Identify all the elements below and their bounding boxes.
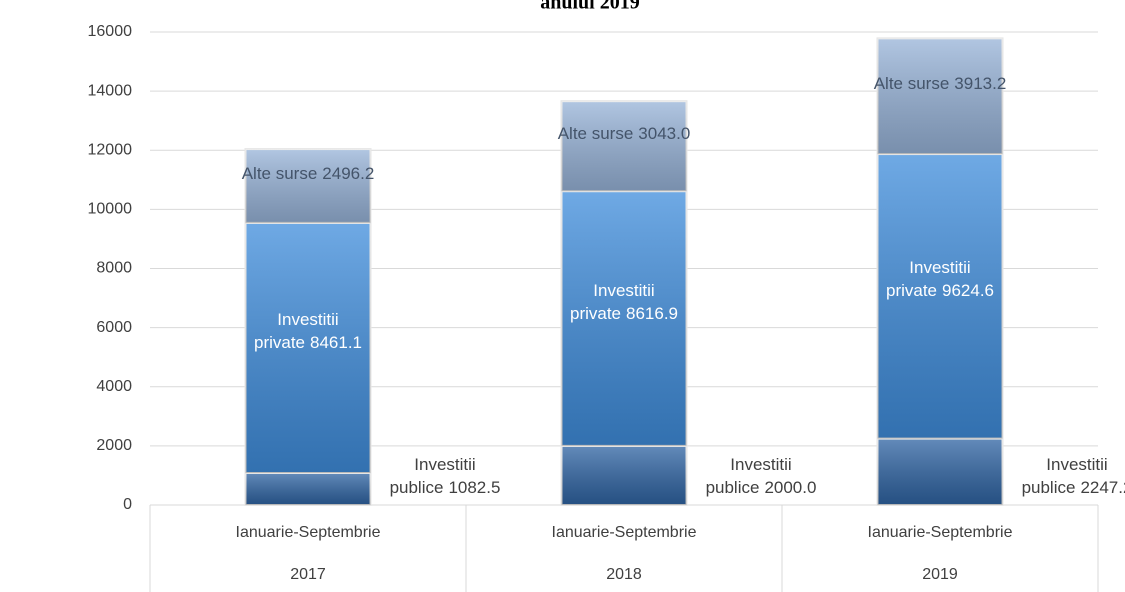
x-group-label: Ianuarie-Septembrie	[236, 524, 381, 541]
data-label-series: Investitii publice	[705, 455, 792, 497]
data-label: Investitii private 8616.9	[552, 279, 697, 325]
x-group-label: Ianuarie-Septembrie	[552, 524, 697, 541]
x-tick-label: 2019	[922, 566, 958, 583]
data-label-value: 3043.0	[638, 124, 691, 144]
bar-shade	[877, 38, 1003, 155]
data-label-value: 1082.5	[448, 478, 501, 497]
bar-shade	[245, 222, 371, 473]
data-label-series: Investitii private	[253, 309, 339, 352]
data-label: Alte surse 3043.0	[552, 122, 697, 145]
data-label: Alte surse 3913.2	[868, 72, 1013, 95]
data-label: Investitii private 9624.6	[868, 256, 1013, 302]
data-label-value: 3913.2	[954, 74, 1007, 94]
y-tick-label: 10000	[88, 201, 133, 218]
y-tick-label: 2000	[96, 437, 132, 454]
data-label-series: Investitii private	[885, 258, 971, 301]
y-tick-label: 14000	[88, 82, 133, 99]
data-label-value: 2496.2	[322, 163, 375, 183]
data-label-value: 9624.6	[942, 281, 995, 301]
y-tick-label: 6000	[96, 319, 132, 336]
x-tick-label: 2018	[606, 566, 642, 583]
data-label-series: Alte surse	[557, 124, 634, 144]
bar-shade	[561, 101, 687, 192]
bar-shade	[561, 445, 687, 505]
data-label: Investitii publice 1082.5	[373, 453, 518, 499]
bar-shade	[245, 472, 371, 505]
data-label: Alte surse 2496.2	[236, 162, 381, 185]
bar-shade	[877, 438, 1003, 505]
bar-shade	[561, 191, 687, 446]
y-tick-label: 12000	[88, 141, 133, 158]
x-group-label: Ianuarie-Septembrie	[868, 524, 1013, 541]
data-label: Investitii publice 2000.0	[689, 453, 834, 499]
data-label-series: Investitii publice	[1021, 455, 1108, 497]
data-label-series: Investitii private	[569, 280, 655, 323]
y-tick-label: 8000	[96, 260, 132, 277]
data-label-series: Alte surse	[873, 74, 950, 94]
data-label-value: 2247.2	[1080, 478, 1125, 497]
data-label-value: 2000.0	[764, 478, 817, 497]
chart-title: anului 2019	[540, 0, 639, 14]
bar-shade	[245, 149, 371, 223]
bar-shade	[877, 154, 1003, 439]
y-tick-label: 4000	[96, 378, 132, 395]
y-tick-label: 16000	[88, 23, 133, 40]
data-label-series: Alte surse	[241, 163, 318, 183]
data-label: Investitii private 8461.1	[236, 308, 381, 354]
data-label-value: 8616.9	[626, 303, 679, 323]
data-label-value: 8461.1	[310, 332, 363, 352]
y-tick-label: 0	[123, 496, 132, 513]
data-label-series: Investitii publice	[389, 455, 476, 497]
x-tick-label: 2017	[290, 566, 326, 583]
